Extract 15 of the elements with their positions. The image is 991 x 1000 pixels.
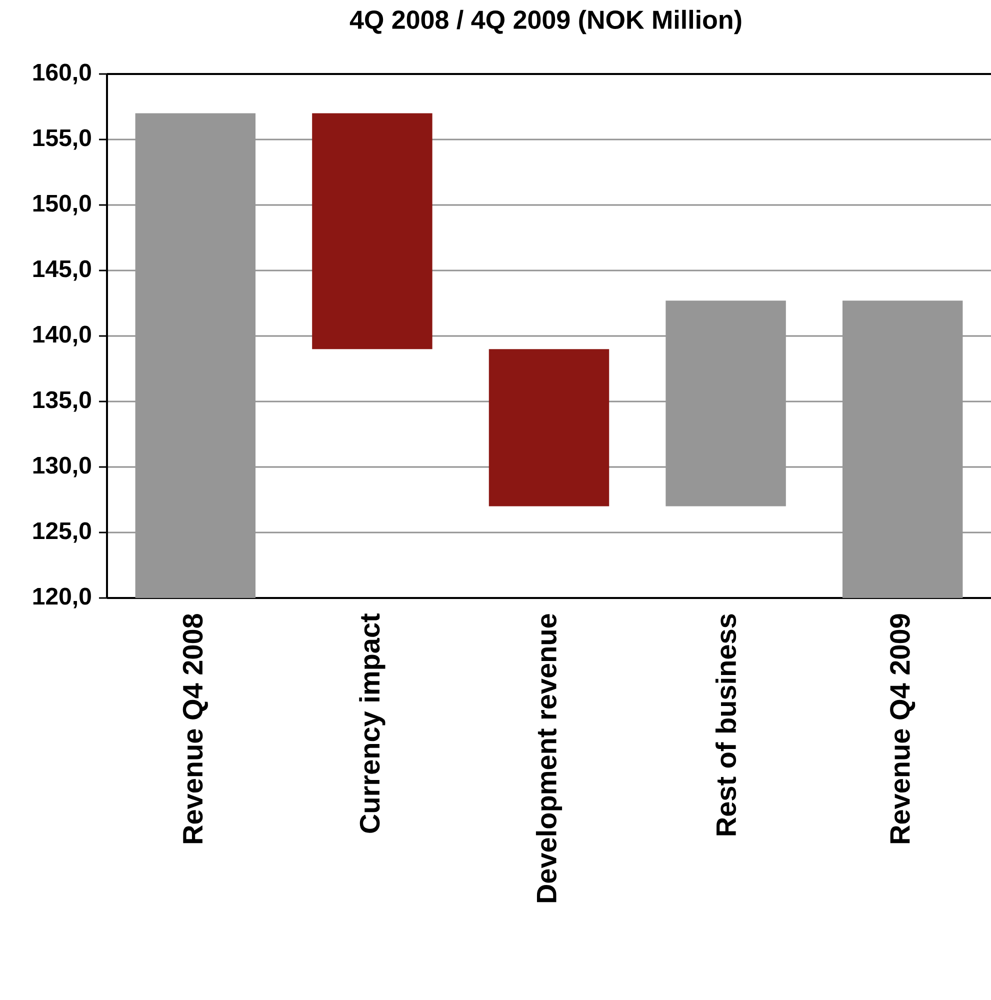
chart-title: 4Q 2008 / 4Q 2009 (NOK Million) [350,10,742,34]
x-tick-label: Currency impact [359,613,386,833]
x-tick-label: Revenue Q4 2008 [182,614,208,844]
y-tick-label: 135,0 [33,391,91,412]
y-tick-label: 145,0 [33,260,91,281]
y-tick-label: 120,0 [33,588,91,608]
x-tick-label: Rest of business [716,614,736,836]
x-tick-label: Development revenue [536,614,562,902]
y-tick-label: 160,0 [33,64,91,84]
y-tick-label: 140,0 [33,326,91,346]
y-tick-label: 155,0 [33,129,91,150]
x-tick-label: Revenue Q4 2009 [890,614,916,844]
y-tick-label: 130,0 [33,456,91,478]
y-tick-label: 125,0 [33,522,91,543]
y-tick-label: 150,0 [33,194,91,216]
